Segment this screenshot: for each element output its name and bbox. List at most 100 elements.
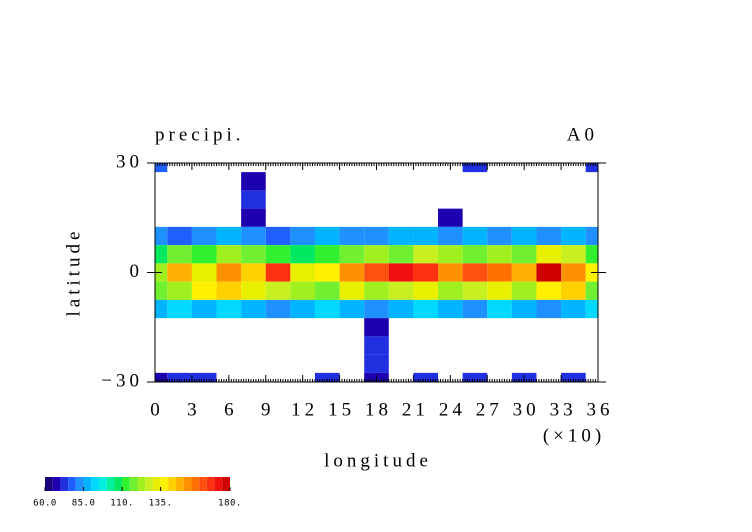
contour-cell: [462, 299, 488, 319]
contour-cell: [216, 281, 242, 300]
y-tick-label: 30: [116, 151, 143, 172]
contour-cell: [191, 372, 217, 382]
contour-cell: [339, 299, 365, 319]
contour-cell: [364, 281, 389, 300]
x-tick-label: 30: [513, 399, 540, 420]
contour-cell: [511, 263, 537, 282]
contour-cell: [511, 299, 537, 319]
contour-cell: [462, 263, 488, 282]
contour-cell: [314, 226, 340, 246]
contour-cell: [241, 172, 266, 191]
contour-cell: [585, 245, 598, 264]
contour-cell: [364, 336, 389, 355]
colorbar-box: [68, 477, 76, 491]
colorbar-label: 60.0: [33, 499, 57, 509]
contour-cell: [155, 245, 168, 264]
contour-cell: [155, 281, 168, 300]
contour-cell: [561, 299, 586, 319]
colorbar-box: [137, 477, 146, 491]
contour-cell: [191, 299, 217, 319]
contour-cell: [462, 245, 488, 264]
x-tick-label: 24: [439, 399, 466, 420]
contour-cell: [413, 245, 439, 264]
contour-cell: [167, 226, 192, 246]
colorbar-box: [176, 477, 184, 491]
colorbar-box: [75, 477, 84, 491]
contour-cell: [191, 245, 217, 264]
contour-cell: [388, 299, 414, 319]
contour-cell: [487, 263, 512, 282]
colorbar-box: [60, 477, 69, 491]
colorbar-box: [45, 477, 53, 491]
contour-cell: [241, 299, 266, 319]
contour-cell: [364, 245, 389, 264]
colorbar-box: [199, 477, 207, 491]
contour-cell: [536, 281, 562, 300]
colorbar-box: [222, 477, 230, 491]
colorbar-box: [168, 477, 177, 491]
contour-cell: [487, 299, 512, 319]
colorbar-label: 110.: [110, 499, 134, 509]
contour-cell: [561, 245, 586, 264]
contour-cell: [487, 281, 512, 300]
contour-cell: [462, 372, 488, 382]
contour-cell: [585, 281, 598, 300]
contour-cell: [339, 263, 365, 282]
contour-cell: [314, 281, 340, 300]
colorbar-box: [52, 477, 61, 491]
contour-cell: [536, 226, 562, 246]
contour-cell: [265, 263, 291, 282]
contour-cell: [388, 281, 414, 300]
contour-cell: [290, 263, 315, 282]
contour-cell: [265, 281, 291, 300]
x-tick-label: 33: [550, 399, 577, 420]
contour-cell: [314, 299, 340, 319]
contour-cell: [339, 281, 365, 300]
y-tick-label: −30: [101, 370, 143, 391]
chart-title: precipi.: [155, 124, 245, 145]
contour-cell: [216, 263, 242, 282]
contour-cell: [290, 281, 315, 300]
colorbar-box: [122, 477, 130, 491]
contour-cell: [511, 245, 537, 264]
contour-cell: [438, 226, 463, 246]
contour-cell: [413, 263, 439, 282]
contour-cell: [511, 226, 537, 246]
x-tick-label: 3: [187, 399, 201, 420]
x-tick-label: 9: [261, 399, 275, 420]
contour-cell: [388, 245, 414, 264]
contour-cell: [241, 208, 266, 227]
contour-cell: [585, 226, 598, 246]
contour-cell: [364, 263, 389, 282]
contour-cell: [561, 263, 586, 282]
contour-cell: [438, 245, 463, 264]
contour-cell: [167, 281, 192, 300]
contour-cell: [216, 226, 242, 246]
x-tick-label: 0: [150, 399, 164, 420]
contour-cell: [536, 245, 562, 264]
y-tick-label: 0: [130, 261, 144, 282]
colorbar-box: [106, 477, 115, 491]
contour-cell: [155, 299, 168, 319]
contour-cell: [241, 245, 266, 264]
contour-cell: [241, 226, 266, 246]
contour-cell: [585, 299, 598, 319]
contour-cell: [216, 245, 242, 264]
contour-cell: [314, 372, 340, 382]
contour-cell: [438, 281, 463, 300]
contour-cell: [155, 163, 168, 173]
contour-cell: [314, 245, 340, 264]
contour-cell: [561, 372, 586, 382]
colorbar-label: 180.: [218, 499, 242, 509]
x-tick-label: 18: [365, 399, 392, 420]
colorbar-box: [145, 477, 153, 491]
annotation: A0: [567, 124, 598, 145]
colorbar-box: [183, 477, 192, 491]
colorbar-box: [206, 477, 215, 491]
contour-cell: [438, 299, 463, 319]
colorbar-box: [114, 477, 123, 491]
contour-cell: [585, 163, 598, 173]
contour-cell: [290, 226, 315, 246]
colorbar-label: 85.0: [72, 499, 96, 509]
contour-cell: [413, 372, 439, 382]
